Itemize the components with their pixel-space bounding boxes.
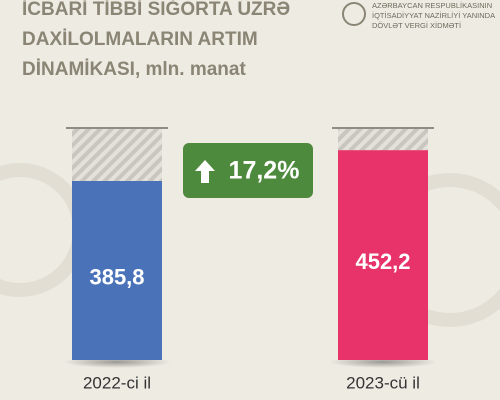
growth-badge: 17,2% <box>183 143 313 198</box>
category-label: 2023-cü il <box>346 373 420 392</box>
logo-line: AZƏRBAYCAN RESPUBLİKASININ <box>372 1 492 10</box>
bar <box>72 180 162 360</box>
logo: AZƏRBAYCAN RESPUBLİKASININ İQTİSADİYYAT … <box>342 1 495 30</box>
up-arrow <box>195 160 215 183</box>
badge-box <box>183 143 313 198</box>
logo-emblem <box>342 2 366 26</box>
title-line: DİNAMİKASI, mln. manat <box>22 59 246 80</box>
plot: 385,8 2022-ci il 452,2 2023-cü il 17,2% <box>63 127 437 392</box>
logo-line: DÖVLƏT VERGİ XİDMƏTİ <box>372 21 461 30</box>
bar-remainder <box>338 128 428 151</box>
value-label: 385,8 <box>89 264 144 289</box>
logo-line: İQTİSADİYYAT NAZİRLİYİ YANINDA <box>372 11 495 20</box>
bar <box>338 150 428 360</box>
category-label: 2022-ci il <box>83 373 151 392</box>
value-label: 452,2 <box>355 249 410 274</box>
growth-label: 17,2% <box>229 157 300 185</box>
bar-remainder <box>72 128 162 181</box>
title: İCBARİ TİBBİ SIĞORTA ÜZRƏ DAXİLOLMALARIN… <box>22 0 290 80</box>
title-line: İCBARİ TİBBİ SIĞORTA ÜZRƏ <box>22 0 290 20</box>
title-line: DAXİLOLMALARIN ARTIM <box>22 29 258 50</box>
